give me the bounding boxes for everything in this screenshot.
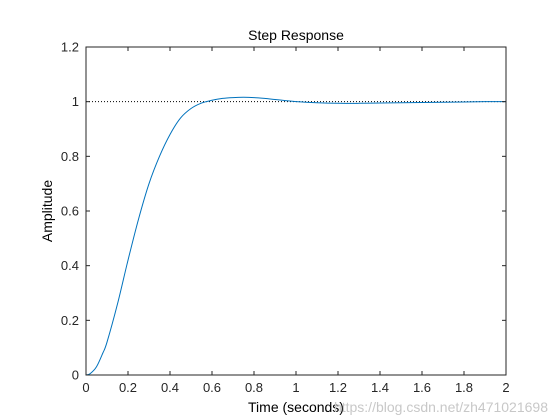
x-tick-label: 0.6 <box>203 380 221 395</box>
y-tick-label: 0.2 <box>61 313 79 328</box>
x-axis-label: Time (seconds) <box>248 399 344 415</box>
x-tick-label: 1.6 <box>413 380 431 395</box>
y-tick-label: 1 <box>72 94 79 109</box>
x-tick-label: 1.2 <box>329 380 347 395</box>
x-tick-label: 0 <box>82 380 89 395</box>
y-tick-label: 0.6 <box>61 204 79 219</box>
plot-area <box>86 47 506 375</box>
y-tick-label: 0 <box>72 368 79 383</box>
x-ticks: 0 0.2 0.4 0.6 0.8 1 1.2 1.4 1.6 1.8 2 <box>82 47 510 395</box>
chart-title: Step Response <box>248 27 344 43</box>
x-tick-label: 1 <box>292 380 299 395</box>
y-tick-label: 0.8 <box>61 149 79 164</box>
x-tick-label: 0.8 <box>245 380 263 395</box>
y-tick-label: 1.2 <box>61 40 79 55</box>
x-tick-label: 0.2 <box>119 380 137 395</box>
x-tick-label: 1.4 <box>371 380 389 395</box>
plot-background <box>86 47 506 375</box>
series-layer <box>85 96 507 376</box>
x-tick-label: 2 <box>502 380 509 395</box>
y-ticks: 0 0.2 0.4 0.6 0.8 1 1.2 <box>61 40 506 383</box>
watermark-text: https://blog.csdn.net/zh471021698 <box>334 399 548 415</box>
series-line-0 <box>85 96 507 376</box>
x-tick-label: 1.8 <box>455 380 473 395</box>
y-tick-label: 0.4 <box>61 258 79 273</box>
x-tick-label: 0.4 <box>161 380 179 395</box>
y-axis-label: Amplitude <box>39 180 55 242</box>
